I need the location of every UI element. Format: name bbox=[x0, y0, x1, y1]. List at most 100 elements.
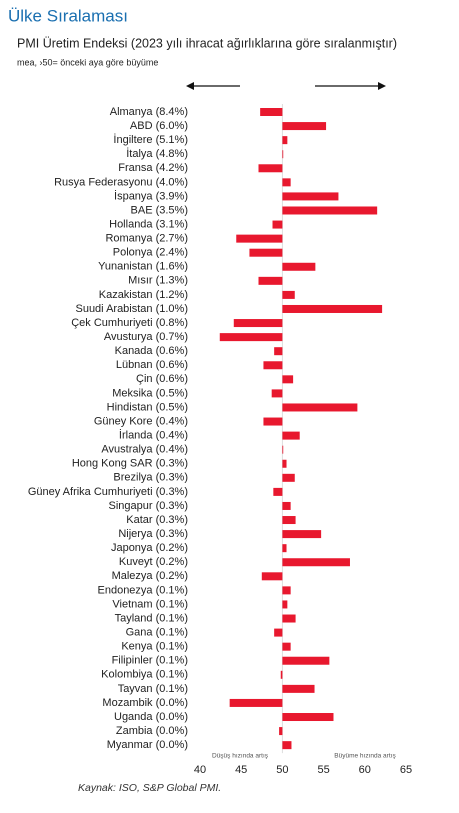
bar bbox=[282, 262, 316, 271]
y-tick-label: Hong Kong SAR (0.3%) bbox=[72, 458, 188, 470]
y-tick-label: İtalya (4.8%) bbox=[126, 147, 188, 160]
bar bbox=[282, 459, 287, 468]
bar bbox=[282, 600, 288, 609]
y-tick-label: Nijerya (0.3%) bbox=[118, 528, 188, 540]
bar bbox=[260, 108, 283, 116]
y-tick-label: Avusturya (0.7%) bbox=[104, 331, 188, 343]
bar bbox=[282, 473, 295, 482]
bar bbox=[263, 417, 283, 426]
bar bbox=[282, 192, 339, 201]
bar bbox=[229, 698, 283, 707]
y-tick-label: Brezilya (0.3%) bbox=[113, 472, 188, 484]
y-tick-label: Hollanda (3.1%) bbox=[109, 218, 188, 230]
y-tick-label: ABD (6.0%) bbox=[130, 120, 188, 132]
y-tick-label: İspanya (3.9%) bbox=[114, 189, 188, 202]
y-tick-label: Meksika (0.5%) bbox=[112, 387, 188, 399]
bar bbox=[282, 150, 284, 159]
y-tick-label: İngiltere (5.1%) bbox=[113, 133, 188, 146]
x-tick-label: 40 bbox=[194, 764, 206, 776]
bar bbox=[282, 431, 300, 440]
bar bbox=[272, 220, 283, 229]
y-tick-label: Kolombiya (0.1%) bbox=[101, 669, 188, 681]
x-tick-label: 65 bbox=[400, 764, 412, 776]
bar bbox=[236, 234, 283, 243]
x-tick-label: 60 bbox=[359, 764, 371, 776]
bar bbox=[258, 164, 283, 173]
bar bbox=[282, 375, 294, 384]
bar bbox=[282, 713, 334, 722]
bar bbox=[282, 558, 350, 567]
y-tick-label: Katar (0.3%) bbox=[126, 514, 188, 526]
y-tick-label: Çin (0.6%) bbox=[136, 373, 188, 385]
y-tick-label: Uganda (0.0%) bbox=[114, 711, 188, 723]
note: mea, ›50= önceki aya göre büyüme bbox=[17, 57, 158, 67]
x-tick-label: 50 bbox=[276, 764, 288, 776]
source: Kaynak: ISO, S&P Global PMI. bbox=[78, 782, 221, 794]
chart-title: Ülke Sıralaması bbox=[8, 6, 128, 25]
y-tick-label: Gana (0.1%) bbox=[126, 626, 188, 638]
y-tick-label: Suudi Arabistan (1.0%) bbox=[75, 303, 188, 315]
bar bbox=[282, 178, 291, 187]
left-annotation: Düşüş hızında artış bbox=[212, 753, 269, 760]
bar bbox=[258, 276, 283, 285]
y-tick-label: Endonezya (0.1%) bbox=[98, 584, 189, 596]
bar bbox=[282, 122, 327, 131]
bar bbox=[282, 614, 296, 623]
y-tick-label: Kazakistan (1.2%) bbox=[99, 289, 188, 301]
y-tick-label: Güney Kore (0.4%) bbox=[94, 415, 188, 427]
bar bbox=[282, 642, 291, 651]
y-tick-label: Filipinler (0.1%) bbox=[112, 655, 188, 667]
y-tick-label: Kuveyt (0.2%) bbox=[119, 556, 188, 568]
y-tick-label: Mısır (1.3%) bbox=[128, 275, 188, 287]
y-tick-label: Lübnan (0.6%) bbox=[116, 359, 188, 371]
arrows bbox=[186, 82, 386, 90]
bar bbox=[271, 389, 283, 398]
chart-subtitle: PMI Üretim Endeksi (2023 yılı ihracat ağ… bbox=[17, 36, 397, 50]
bar bbox=[282, 656, 330, 665]
bar bbox=[280, 670, 283, 679]
bar bbox=[263, 361, 283, 370]
y-tick-label: BAE (3.5%) bbox=[131, 204, 188, 216]
bar bbox=[273, 487, 283, 496]
y-tick-label: Polonya (2.4%) bbox=[113, 247, 188, 259]
y-tick-label: Japonya (0.2%) bbox=[111, 542, 188, 554]
y-tick-label: Çek Cumhuriyeti (0.8%) bbox=[71, 317, 188, 329]
bar bbox=[274, 628, 283, 637]
y-tick-label: Almanya (8.4%) bbox=[110, 106, 188, 118]
bar bbox=[249, 248, 283, 257]
y-tick-label: Zambia (0.0%) bbox=[116, 725, 188, 737]
bar bbox=[261, 572, 283, 581]
y-tick-label: Kenya (0.1%) bbox=[121, 641, 188, 653]
y-tick-label: Yunanistan (1.6%) bbox=[98, 261, 188, 273]
bar bbox=[282, 403, 358, 412]
y-tick-label: Vietnam (0.1%) bbox=[112, 598, 188, 610]
y-tick-label: Myanmar (0.0%) bbox=[107, 739, 188, 751]
bar bbox=[282, 586, 291, 595]
y-tick-label: Mozambik (0.0%) bbox=[102, 697, 188, 709]
bar bbox=[282, 206, 378, 215]
y-tick-label: Kanada (0.6%) bbox=[115, 345, 188, 357]
y-tick-label: İrlanda (0.4%) bbox=[119, 429, 188, 442]
y-tick-label: Avustralya (0.4%) bbox=[101, 444, 188, 456]
bar bbox=[274, 347, 283, 356]
x-tick-label: 45 bbox=[235, 764, 247, 776]
bar bbox=[282, 304, 383, 313]
bar bbox=[282, 445, 284, 454]
y-tick-label: Güney Afrika Cumhuriyeti (0.3%) bbox=[28, 486, 188, 498]
y-tick-label: Hindistan (0.5%) bbox=[107, 401, 188, 413]
x-tick-label: 55 bbox=[317, 764, 329, 776]
bar bbox=[282, 136, 288, 145]
bar bbox=[282, 530, 322, 539]
bar bbox=[282, 290, 295, 299]
bar bbox=[282, 544, 287, 553]
y-tick-label: Fransa (4.2%) bbox=[118, 162, 188, 174]
y-tick-label: Tayvan (0.1%) bbox=[118, 683, 188, 695]
y-tick-label: Rusya Federasyonu (4.0%) bbox=[54, 176, 188, 188]
right-annotation: Büyüme hızında artış bbox=[334, 753, 396, 760]
bar bbox=[279, 727, 283, 736]
bar bbox=[282, 741, 292, 750]
y-tick-label: Romanya (2.7%) bbox=[105, 233, 188, 245]
y-tick-label: Singapur (0.3%) bbox=[109, 500, 189, 512]
y-tick-label: Tayland (0.1%) bbox=[115, 612, 188, 624]
